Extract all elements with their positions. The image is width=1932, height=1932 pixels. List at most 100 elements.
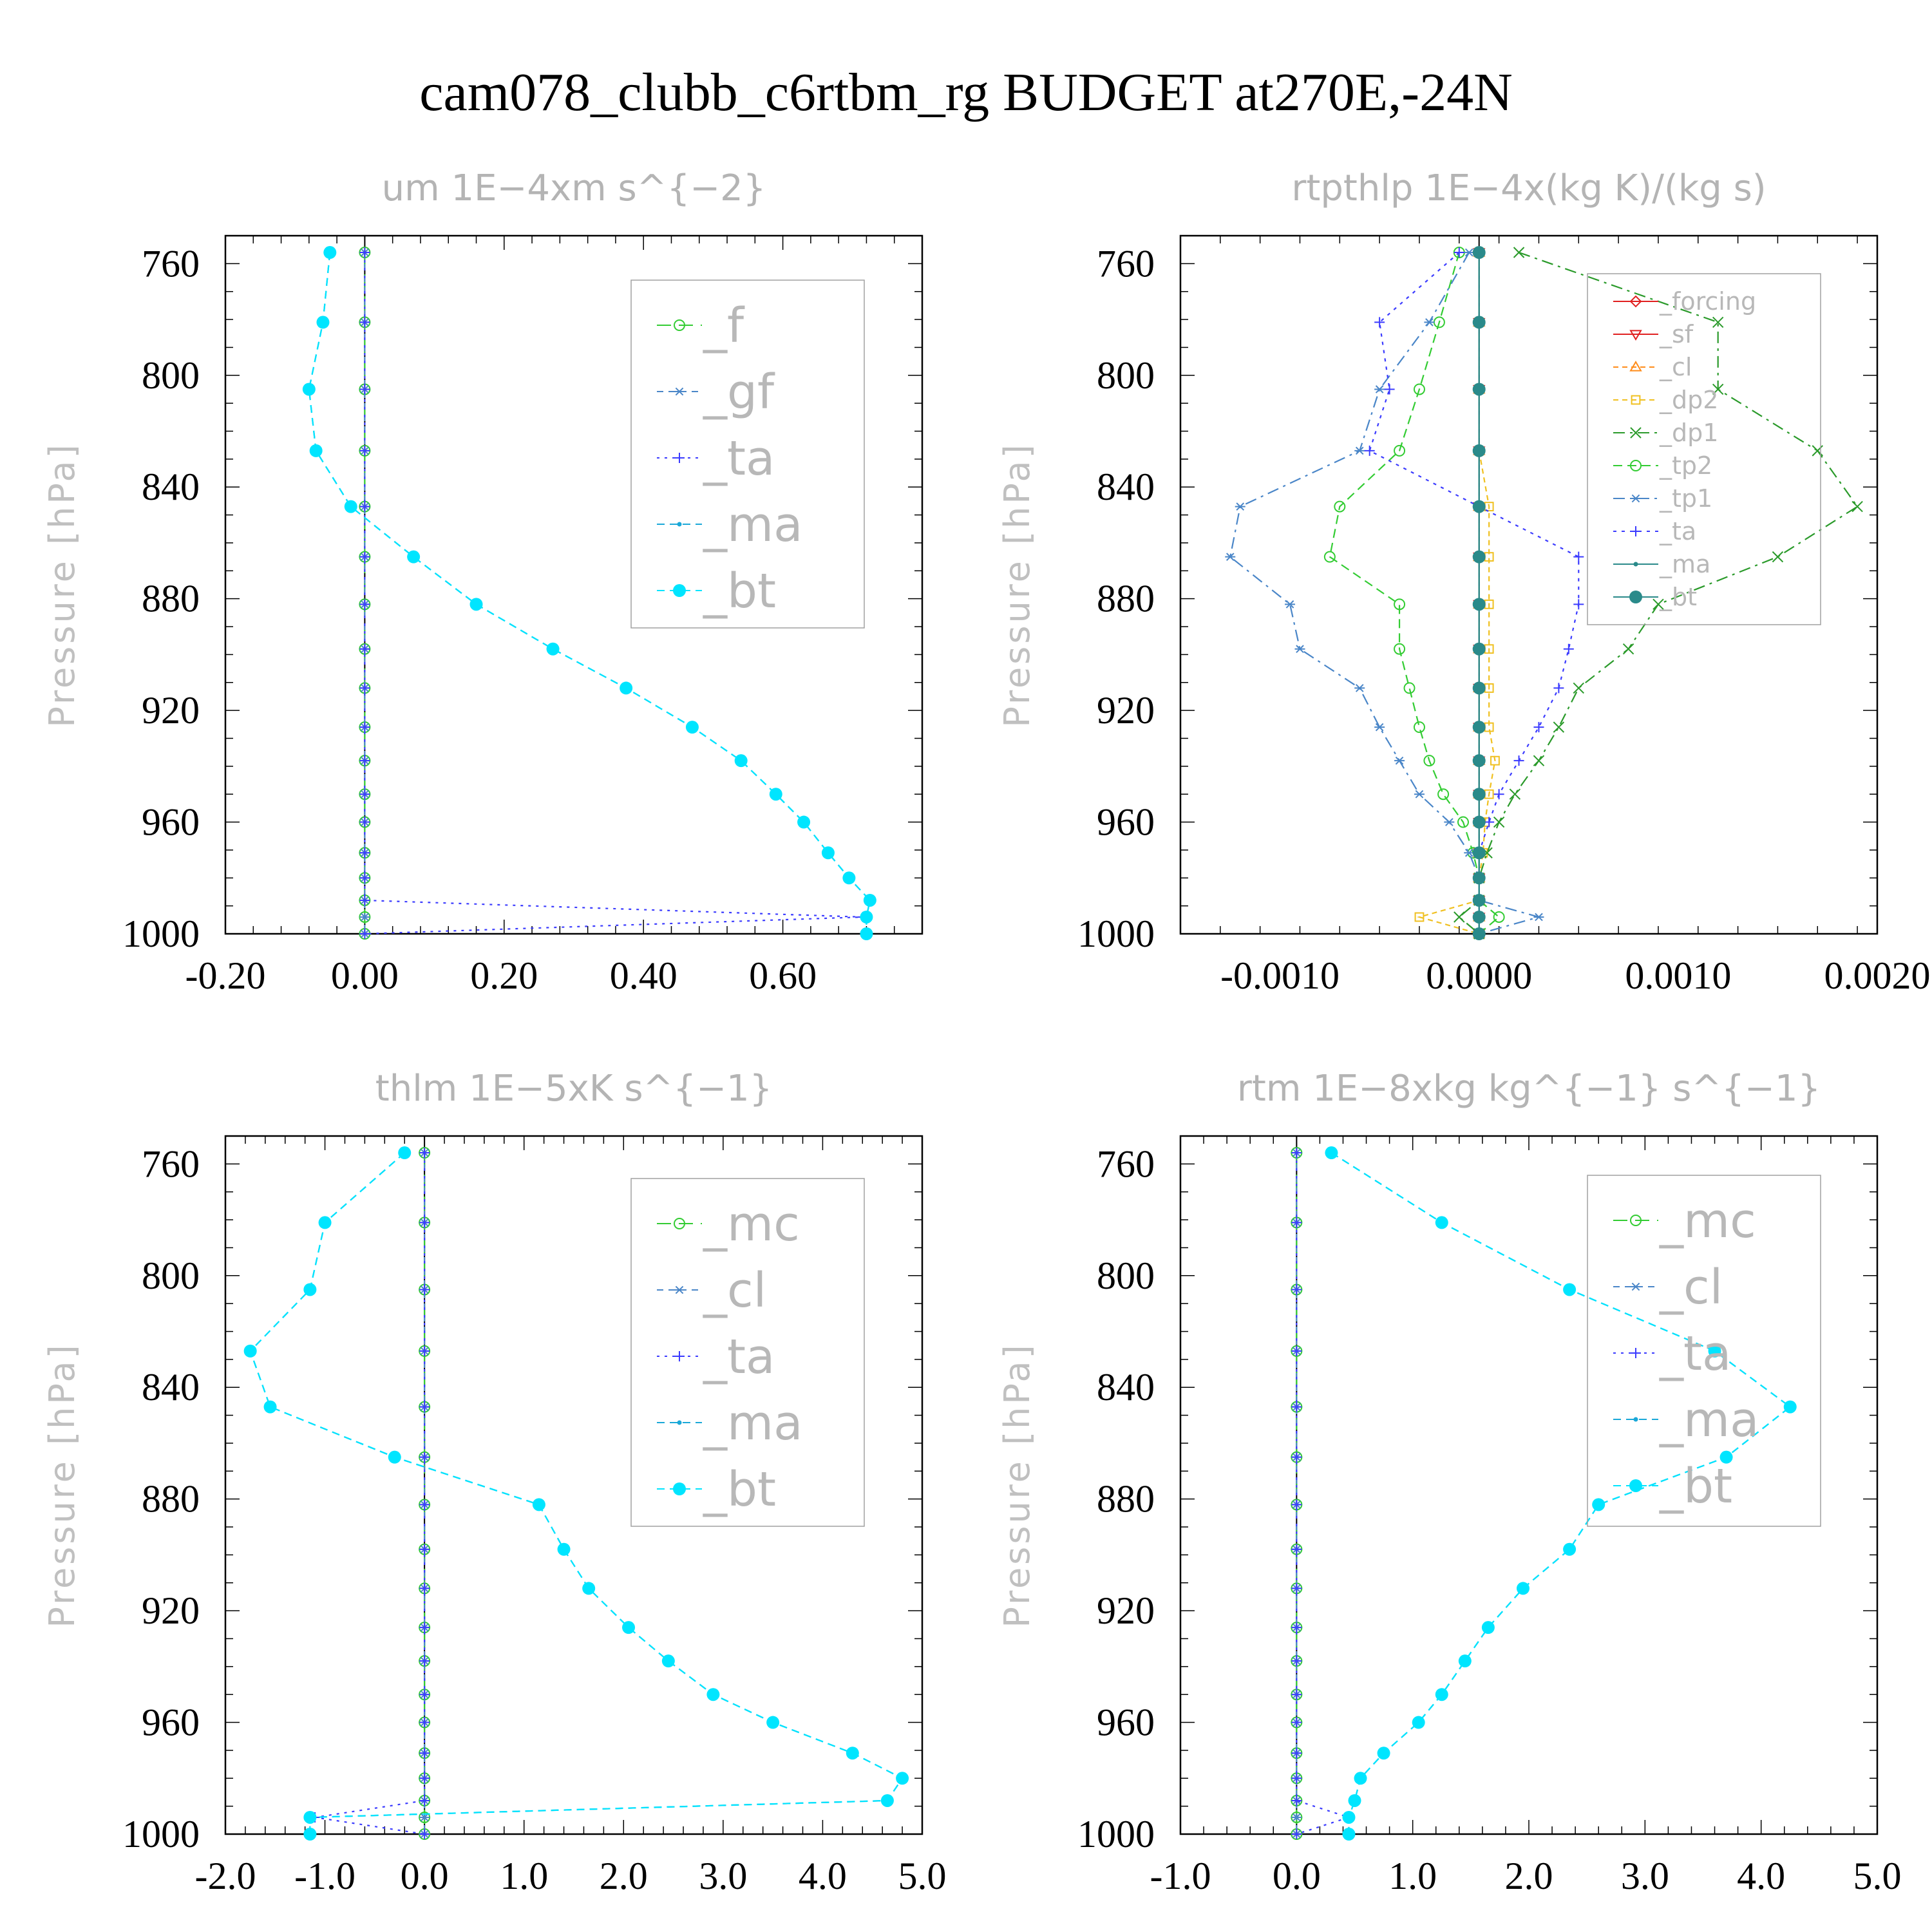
data-point xyxy=(1394,444,1406,457)
y-axis-label: Pressure [hPa] xyxy=(997,442,1037,727)
data-point xyxy=(1294,645,1305,654)
x-tick-label: 0.40 xyxy=(610,954,677,997)
data-point xyxy=(1225,553,1236,561)
data-point xyxy=(1334,500,1346,513)
legend-marker xyxy=(1631,1348,1641,1358)
data-point xyxy=(419,1583,430,1594)
data-point xyxy=(1464,848,1475,857)
legend-label: _bt xyxy=(1659,583,1697,611)
x-tick-label: 1.0 xyxy=(1388,1855,1437,1897)
data-point xyxy=(1403,682,1416,694)
data-point xyxy=(419,1284,430,1295)
panel-um: um 1E−4xm s^{−2} Pressure [hPa] -0.20 0.00 0… xyxy=(42,167,923,997)
data-point xyxy=(842,871,856,885)
x-tick-label: 5.0 xyxy=(898,1855,947,1897)
data-point xyxy=(419,1656,430,1667)
data-point xyxy=(1423,755,1435,767)
data-point xyxy=(1291,1656,1302,1667)
data-point xyxy=(1374,385,1385,393)
data-point xyxy=(1291,1544,1302,1555)
data-point xyxy=(1563,1542,1577,1556)
data-point xyxy=(419,1499,430,1510)
legend-marker xyxy=(1629,1479,1642,1492)
y-tick-label: 960 xyxy=(142,801,200,844)
data-point xyxy=(1472,788,1486,801)
data-point xyxy=(1374,723,1385,732)
data-point xyxy=(1533,913,1544,922)
series-line xyxy=(249,1152,904,1834)
x-tick-label: 3.0 xyxy=(699,1855,747,1897)
data-point xyxy=(1516,1582,1530,1595)
data-point xyxy=(1291,1773,1302,1784)
plot-frame xyxy=(1179,234,1879,935)
data-point xyxy=(419,1829,430,1839)
data-point xyxy=(1484,817,1495,828)
legend-label: _ta xyxy=(703,1329,775,1385)
legend-label: _cl xyxy=(703,1263,766,1318)
data-point xyxy=(303,1810,317,1824)
data-point xyxy=(1291,1583,1302,1594)
y-tick-label: 800 xyxy=(1097,354,1155,397)
data-point xyxy=(1472,642,1486,656)
legend-marker xyxy=(1629,361,1642,372)
y-tick-label: 880 xyxy=(1097,578,1155,620)
legend-label: _gf xyxy=(703,365,775,420)
data-point xyxy=(1533,722,1544,733)
data-point xyxy=(303,1283,317,1296)
data-point xyxy=(1348,1794,1361,1807)
axis-ticks xyxy=(1180,235,1877,934)
data-point xyxy=(1413,383,1425,395)
x-tick-label: 0.00 xyxy=(331,954,399,997)
data-point xyxy=(318,1216,332,1229)
data-point xyxy=(1772,551,1784,563)
data-point xyxy=(359,913,370,922)
data-point xyxy=(359,317,370,328)
data-point xyxy=(1291,1748,1302,1759)
legend-item: _tp1 xyxy=(1613,484,1712,513)
legend-item: _ma xyxy=(1613,550,1710,578)
legend-label: _bt xyxy=(703,564,776,619)
plot-frame xyxy=(224,234,923,935)
y-tick-label: 840 xyxy=(142,1366,200,1408)
legend-label: _forcing xyxy=(1659,287,1756,316)
legend-label: _ta xyxy=(1659,1326,1731,1381)
data-point xyxy=(1513,755,1524,766)
data-point xyxy=(1493,911,1505,923)
legend-marker xyxy=(674,1351,685,1361)
data-point xyxy=(1553,721,1565,733)
data-point xyxy=(419,1813,430,1822)
legend-marker xyxy=(677,522,682,527)
figure-title: cam078_clubb_c6rtbm_rg BUDGET at270E,-24… xyxy=(419,62,1513,122)
data-point xyxy=(1354,1772,1367,1785)
data-point xyxy=(1235,502,1245,511)
x-tick-label: -2.0 xyxy=(195,1855,256,1897)
legend: _mc _cl _ta _ma _bt xyxy=(1587,1175,1821,1527)
data-point xyxy=(1444,818,1455,826)
data-point xyxy=(1472,444,1486,457)
y-tick-label: 920 xyxy=(1097,689,1155,732)
data-point xyxy=(766,1716,780,1729)
legend-label: _bt xyxy=(703,1462,776,1517)
data-point xyxy=(1454,247,1464,258)
legend-marker xyxy=(1629,295,1642,308)
y-tick-label: 1000 xyxy=(1077,913,1155,955)
data-point xyxy=(359,643,370,654)
data-point xyxy=(821,846,835,860)
data-point xyxy=(1291,1452,1302,1463)
data-point xyxy=(1413,721,1425,734)
series-ta xyxy=(1291,1148,1354,1839)
legend-box xyxy=(630,279,865,629)
data-point xyxy=(1394,756,1405,765)
data-point xyxy=(532,1498,545,1511)
data-point xyxy=(243,1344,257,1358)
data-point xyxy=(359,722,370,733)
legend-marker xyxy=(674,319,685,331)
data-point xyxy=(1412,1716,1425,1729)
data-point xyxy=(359,848,370,858)
axis-ticks xyxy=(1180,1135,1878,1835)
legend-label: _ma xyxy=(1659,1392,1759,1448)
x-tick-label: 4.0 xyxy=(1737,1855,1785,1897)
data-point xyxy=(1325,1146,1338,1160)
y-tick-label: 1000 xyxy=(122,1813,200,1855)
series-bt xyxy=(243,1146,909,1841)
